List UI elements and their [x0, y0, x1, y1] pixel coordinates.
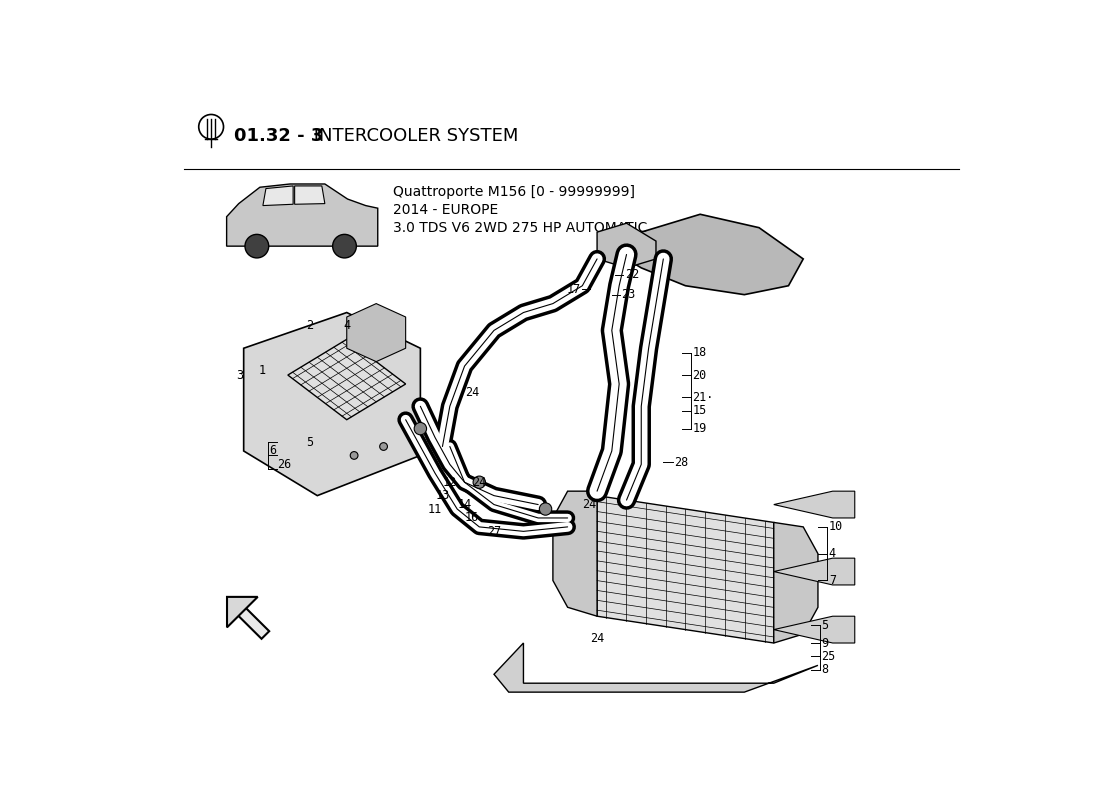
Text: 24: 24: [465, 386, 478, 399]
Text: 17: 17: [566, 283, 581, 296]
Text: 11: 11: [428, 502, 442, 515]
Text: INTERCOOLER SYSTEM: INTERCOOLER SYSTEM: [308, 127, 518, 145]
Text: 13: 13: [436, 489, 450, 502]
Text: 5: 5: [307, 435, 314, 449]
Polygon shape: [773, 522, 818, 643]
Text: 25: 25: [822, 650, 836, 663]
Text: 6: 6: [270, 445, 277, 458]
Polygon shape: [597, 496, 773, 643]
Text: 27: 27: [487, 525, 502, 538]
Text: Quattroporte M156 [0 - 99999999]: Quattroporte M156 [0 - 99999999]: [394, 186, 636, 199]
Circle shape: [539, 503, 552, 515]
Polygon shape: [773, 616, 855, 643]
Circle shape: [245, 234, 268, 258]
Circle shape: [332, 234, 356, 258]
Polygon shape: [597, 223, 656, 268]
Text: 21·: 21·: [693, 391, 714, 404]
Circle shape: [473, 476, 485, 488]
Polygon shape: [288, 339, 406, 420]
Text: 23: 23: [621, 288, 636, 301]
Text: 22: 22: [625, 268, 639, 281]
Text: 18: 18: [693, 346, 707, 359]
Polygon shape: [227, 184, 377, 246]
Polygon shape: [227, 597, 257, 627]
Circle shape: [379, 442, 387, 450]
Text: 4: 4: [343, 319, 350, 333]
Text: 16: 16: [465, 511, 478, 525]
Polygon shape: [346, 303, 406, 362]
Text: 24: 24: [472, 476, 486, 489]
Text: 24: 24: [590, 632, 604, 645]
Text: 15: 15: [693, 404, 707, 418]
Text: 20: 20: [693, 369, 707, 382]
Polygon shape: [236, 606, 270, 639]
Text: 28: 28: [674, 456, 689, 469]
Circle shape: [415, 422, 427, 435]
Circle shape: [350, 451, 358, 459]
Text: 26: 26: [277, 458, 292, 471]
Text: 2: 2: [307, 319, 314, 333]
Polygon shape: [494, 643, 818, 692]
Polygon shape: [773, 491, 855, 518]
Text: 1: 1: [258, 364, 265, 377]
Text: 2014 - EUROPE: 2014 - EUROPE: [394, 203, 498, 217]
Text: 10: 10: [828, 520, 843, 534]
Text: 8: 8: [822, 663, 828, 676]
Text: 14: 14: [458, 498, 472, 511]
Polygon shape: [553, 491, 597, 616]
Text: 7: 7: [828, 574, 836, 587]
Text: 9: 9: [822, 637, 828, 650]
Polygon shape: [244, 313, 420, 496]
Text: 19: 19: [693, 422, 707, 435]
Text: 24: 24: [583, 498, 597, 511]
Polygon shape: [295, 186, 324, 204]
Polygon shape: [612, 214, 803, 294]
Text: 3: 3: [236, 369, 243, 382]
Text: 5: 5: [822, 618, 828, 632]
Text: 4: 4: [828, 547, 836, 560]
Text: 12: 12: [442, 476, 456, 489]
Text: 01.32 - 3: 01.32 - 3: [234, 127, 323, 145]
Polygon shape: [263, 186, 293, 206]
Polygon shape: [773, 558, 855, 585]
Text: 3.0 TDS V6 2WD 275 HP AUTOMATIC: 3.0 TDS V6 2WD 275 HP AUTOMATIC: [394, 221, 648, 234]
